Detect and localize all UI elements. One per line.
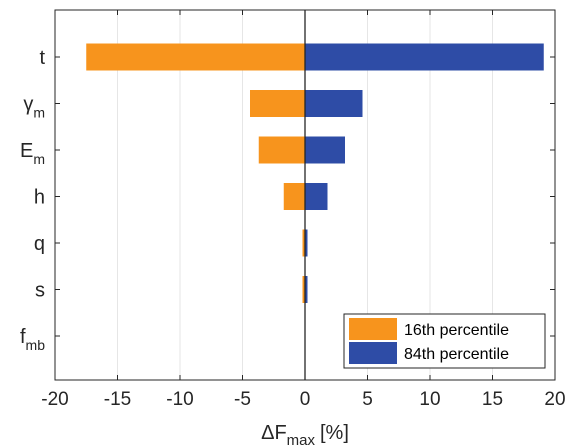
y-category-label: s (35, 280, 45, 302)
x-tick-label: -15 (104, 389, 131, 410)
bar-84th-4 (305, 229, 308, 257)
x-axis-label-main: ΔF (261, 422, 287, 444)
x-tick-label: -20 (41, 389, 68, 410)
bar-16th-0 (86, 43, 305, 71)
y-category-label: h (34, 187, 45, 209)
y-category-main: E (20, 140, 33, 162)
x-tick-label: 5 (362, 389, 373, 410)
y-category-label: fmb (20, 326, 45, 353)
x-tick-label: -10 (166, 389, 193, 410)
bar-84th-0 (305, 43, 544, 71)
y-category-main: γ (23, 94, 33, 116)
bars (86, 43, 544, 303)
bar-84th-1 (305, 90, 363, 117)
bar-16th-5 (302, 276, 305, 303)
x-axis-label: ΔFmax [%] (261, 422, 349, 448)
bar-16th-4 (302, 229, 305, 257)
legend: 16th percentile 84th percentile (343, 313, 546, 369)
x-tick-label: -5 (234, 389, 251, 410)
y-category-main: f (20, 326, 26, 348)
y-category-subscript: m (33, 105, 45, 121)
x-axis-label-unit: [%] (320, 422, 349, 444)
x-tick-label: 20 (544, 389, 565, 410)
y-category-main: h (34, 187, 45, 209)
y-category-label: t (39, 47, 45, 69)
legend-label: 84th percentile (404, 346, 509, 363)
y-category-main: q (34, 233, 45, 255)
bar-16th-3 (283, 183, 305, 210)
bar-84th-5 (305, 276, 308, 303)
y-category-label: γm (23, 94, 45, 121)
y-category-main: t (39, 47, 45, 69)
y-category-subscript: m (33, 151, 45, 167)
bar-16th-1 (250, 90, 305, 117)
legend-label: 16th percentile (404, 322, 509, 339)
x-axis-label-sub: max (287, 432, 316, 448)
axis-ticks (54, 10, 556, 380)
bar-84th-3 (305, 183, 328, 210)
y-category-subscript: mb (26, 337, 46, 353)
bar-84th-2 (305, 136, 345, 164)
x-tick-label: 10 (419, 389, 440, 410)
x-tick-label: 0 (300, 389, 311, 410)
bar-16th-2 (258, 136, 305, 164)
x-tick-labels: -20 -15 -10 -5 0 5 10 15 20 (41, 389, 565, 410)
y-category-label: Em (20, 140, 45, 167)
x-tick-label: 15 (482, 389, 503, 410)
y-category-main: s (35, 280, 45, 302)
legend-swatch (349, 342, 397, 364)
legend-swatch (349, 318, 397, 340)
y-category-label: q (34, 233, 45, 255)
